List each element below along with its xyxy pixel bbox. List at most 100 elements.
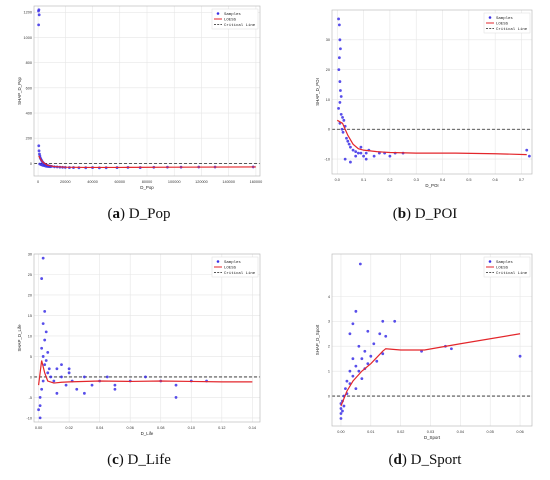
ytick-label-c-5: 15 [28, 314, 32, 318]
sample-point-a-1 [37, 23, 41, 27]
sample-point-d-1 [339, 407, 343, 410]
sample-point-c-20 [52, 379, 56, 383]
sample-point-d-12 [348, 369, 352, 373]
ytick-label-a-4: 800 [26, 61, 32, 65]
xtick-label-c-6: 0.12 [218, 426, 225, 430]
xlabel-b: D_POI [425, 183, 438, 188]
sample-point-d-24 [360, 377, 364, 381]
ytick-label-a-5: 1000 [24, 36, 32, 40]
sample-point-b-41 [527, 154, 531, 158]
sample-point-c-30 [105, 375, 109, 379]
sample-point-b-25 [359, 151, 363, 155]
xtick-label-c-1: 0.02 [65, 426, 72, 430]
ylabel-b: SHAP_D_POI [315, 78, 320, 106]
legend-samples-label-b: Samples [496, 16, 513, 21]
sample-point-b-15 [341, 130, 345, 134]
sample-point-b-20 [347, 142, 351, 146]
xtick-label-d-1: 0.01 [367, 430, 374, 434]
sample-point-d-23 [360, 357, 364, 361]
sample-point-c-35 [174, 383, 178, 387]
sample-point-c-43 [55, 391, 59, 395]
sample-point-c-40 [82, 391, 86, 395]
sample-point-b-12 [341, 115, 344, 119]
xtick-label-a-4: 80000 [142, 180, 153, 184]
sample-point-c-19 [38, 416, 42, 420]
sample-point-d-28 [366, 329, 370, 333]
sample-point-b-8 [339, 95, 343, 98]
legend-box-c [211, 256, 259, 278]
sample-point-d-21 [357, 344, 361, 348]
sample-point-c-4 [44, 330, 48, 334]
ytick-label-d-1: 1 [328, 370, 330, 374]
sample-point-c-0 [41, 256, 45, 260]
sample-point-c-12 [46, 371, 50, 375]
loess-line-d [340, 333, 521, 407]
xtick-label-a-7: 140000 [222, 180, 235, 184]
sample-point-a-4 [37, 144, 41, 148]
sample-point-b-0 [337, 17, 340, 21]
sample-point-d-20 [357, 369, 361, 373]
sample-point-d-19 [354, 309, 358, 313]
sample-point-b-18 [345, 136, 348, 140]
sample-point-c-5 [43, 338, 47, 342]
sample-point-b-36 [349, 160, 352, 164]
sample-point-c-42 [174, 396, 178, 399]
sample-point-b-10 [337, 107, 340, 110]
ytick-label-c-2: 0 [30, 375, 32, 379]
sample-point-c-14 [41, 379, 45, 383]
sample-point-b-40 [525, 148, 529, 152]
sample-point-c-10 [43, 363, 47, 367]
sample-point-b-32 [388, 154, 392, 158]
sample-point-d-17 [354, 364, 358, 368]
sample-point-b-39 [364, 157, 368, 161]
sample-point-d-36 [393, 319, 397, 323]
sample-point-b-9 [338, 101, 342, 104]
sample-point-d-30 [372, 342, 376, 346]
axes-frame-c [33, 253, 261, 423]
ylabel-a: SHAP_D_Pop [17, 77, 22, 105]
ytick-label-d-4: 4 [328, 295, 330, 299]
sample-point-c-16 [38, 396, 42, 399]
xtick-label-c-7: 0.14 [249, 426, 256, 430]
sample-point-b-35 [343, 157, 347, 161]
xtick-label-a-6: 120000 [195, 180, 208, 184]
axes-frame-d [331, 253, 533, 427]
sample-point-d-9 [345, 379, 349, 383]
sample-point-b-27 [364, 151, 368, 155]
sample-point-d-15 [351, 357, 355, 361]
sample-point-d-39 [450, 347, 453, 351]
xtick-label-a-0: 0 [37, 180, 39, 184]
xtick-label-b-6: 0.6 [493, 178, 498, 182]
sample-point-b-5 [337, 68, 341, 72]
chart-d-svg: 0.00 0.01 0.02 0.03 0.04 0.05 0.06 0 1 2 3 4 D_Sport… [315, 253, 533, 440]
ytick-label-d-2: 2 [328, 345, 330, 349]
ytick-label-b-0: -10 [325, 157, 331, 161]
panel-d: 0.00 0.01 0.02 0.03 0.04 0.05 0.06 0 1 2 3 4 D_Sport… [296, 240, 550, 450]
xtick-label-d-3: 0.03 [427, 430, 434, 434]
xtick-label-b-3: 0.3 [414, 178, 419, 182]
legend-samples-label-d: Samples [496, 260, 513, 265]
xtick-label-a-3: 60000 [114, 180, 125, 184]
xlabel-d: D_Sport [424, 435, 441, 440]
xtick-label-d-4: 0.04 [457, 430, 464, 434]
sample-point-b-16 [342, 118, 346, 122]
legend-loess-label-b: LOESS [496, 22, 509, 26]
sample-point-d-27 [366, 362, 370, 366]
sample-point-b-29 [372, 154, 376, 158]
xtick-label-a-5: 100000 [168, 180, 181, 184]
xtick-label-d-2: 0.02 [397, 430, 404, 434]
sample-point-b-38 [359, 145, 363, 149]
ytick-label-a-2: 400 [26, 111, 32, 115]
sample-point-d-35 [384, 334, 388, 338]
chart-a-svg: 0 20000 40000 60000 80000 100000 120000 140000 1… [17, 5, 262, 190]
sample-point-c-26 [75, 387, 79, 391]
sample-point-a-2 [37, 8, 41, 12]
legend-loess-label-d: LOESS [496, 266, 509, 270]
xtick-label-c-4: 0.08 [157, 426, 164, 430]
sample-point-d-31 [375, 359, 379, 363]
sample-point-b-24 [356, 151, 360, 155]
xtick-label-b-0: 0.0 [335, 178, 340, 182]
xtick-label-c-2: 0.04 [96, 426, 103, 430]
sample-point-a-5 [37, 149, 41, 153]
sample-point-a-3 [37, 13, 41, 17]
